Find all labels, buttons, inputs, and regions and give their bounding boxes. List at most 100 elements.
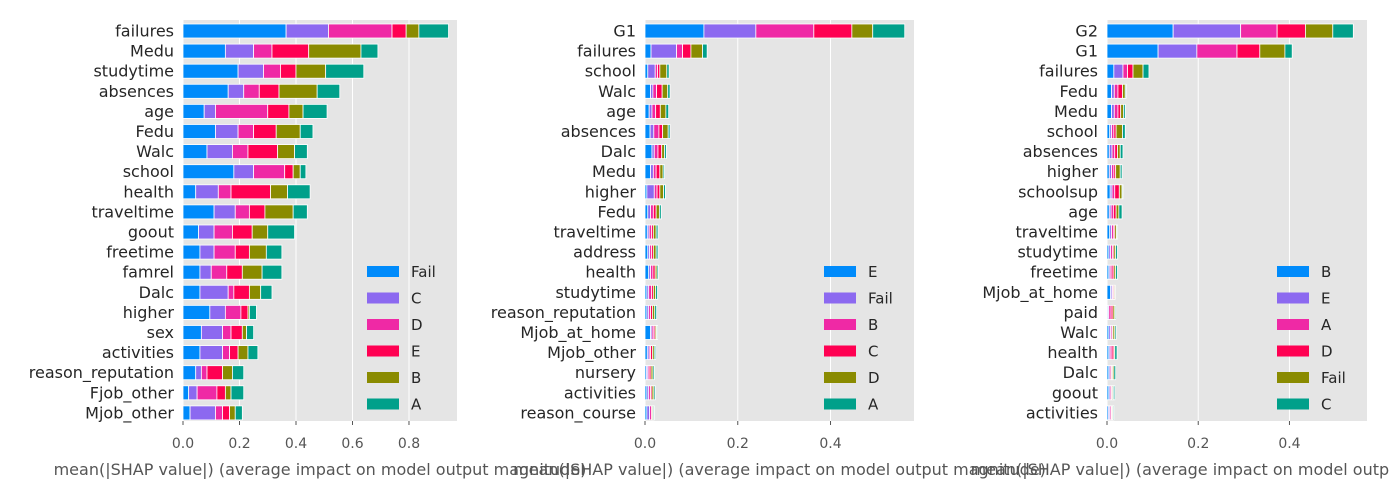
bar-failures-D	[690, 43, 703, 59]
bar-age-B	[651, 104, 657, 119]
bar-Walc-C	[656, 83, 663, 99]
bar-traveltime-D	[652, 224, 657, 240]
bar-Mjob_at_home-A	[656, 325, 658, 340]
bar-health-E	[230, 184, 271, 200]
bar-failures-E	[391, 23, 407, 39]
bar-famrel-B	[241, 264, 263, 280]
bar-Walc-A	[667, 83, 671, 99]
category-label: failures	[577, 42, 636, 61]
bar-Fedu-B	[650, 204, 654, 220]
bar-G2-D	[1276, 23, 1306, 39]
shap-panel-2: G1failuresschoolWalcageabsencesDalcMeduh…	[491, 20, 1046, 479]
bar-failures-Fail	[1132, 63, 1144, 79]
category-label: health	[585, 263, 636, 282]
bar-age-A	[665, 104, 670, 119]
category-label: reason_reputation	[491, 303, 636, 323]
category-label: absences	[1023, 142, 1098, 161]
bar-freetime-A	[265, 244, 283, 260]
bar-Fedu-Fail	[182, 124, 216, 139]
bar-Medu-D	[659, 164, 664, 180]
x-axis-label: mean(|SHAP value|) (average impact on mo…	[54, 460, 587, 479]
category-label: Mjob_at_home	[982, 283, 1098, 303]
category-label: reason_reputation	[29, 363, 174, 383]
category-label: address	[573, 243, 636, 262]
legend-label: E	[411, 343, 420, 361]
bar-Fedu-D	[237, 124, 255, 139]
bar-G1-C	[1284, 43, 1293, 59]
bar-higher-A	[248, 304, 257, 320]
bar-Walc-C	[1114, 325, 1117, 340]
x-tick-label: 0.4	[285, 436, 307, 452]
bar-school-E	[644, 63, 649, 79]
bar-goout-B	[251, 224, 269, 240]
bar-Fedu-C	[215, 124, 239, 139]
category-label: age	[606, 102, 636, 121]
category-label: studytime	[555, 283, 636, 302]
bar-absences-D	[1114, 144, 1118, 160]
bar-G1-E	[644, 23, 705, 39]
bar-activities-A	[247, 345, 259, 361]
bar-age-D	[659, 104, 667, 119]
bar-G1-A	[872, 23, 906, 39]
bar-age-E	[644, 104, 650, 119]
category-label: famrel	[122, 263, 174, 282]
bar-higher-A	[663, 184, 666, 200]
bar-absences-D	[243, 83, 260, 99]
bar-Medu-A	[662, 164, 665, 180]
bar-reason_reputation-A	[232, 365, 245, 381]
bar-G1-D	[851, 23, 874, 39]
x-tick-label: 0.0	[172, 436, 194, 452]
bar-studytime-E	[280, 63, 297, 79]
bar-Mjob_other-C	[189, 405, 216, 421]
bar-Fedu-E	[644, 204, 649, 220]
bar-Dalc-A	[260, 284, 273, 300]
bar-Fedu-Fail	[1122, 83, 1126, 99]
bar-higher-Fail	[1115, 164, 1121, 180]
bar-sex-A	[246, 325, 255, 340]
category-label: nursery	[575, 363, 636, 382]
bar-absences-C	[227, 83, 245, 99]
category-label: studytime	[93, 62, 174, 81]
bar-school-B	[1106, 124, 1111, 139]
legend-label: A	[1321, 316, 1332, 334]
bar-sex-Fail	[182, 325, 202, 340]
bar-schoolsup-Fail	[1118, 184, 1123, 200]
category-label: G1	[1075, 42, 1098, 61]
category-label: Medu	[592, 162, 636, 181]
bar-age-Fail	[182, 104, 205, 119]
bar-activities-D	[222, 345, 231, 361]
bar-sex-D	[222, 325, 232, 340]
legend-swatch	[1277, 345, 1309, 357]
bar-Dalc-A	[664, 144, 667, 160]
bar-Fedu-E	[1111, 83, 1115, 99]
bar-activities-A	[653, 385, 656, 401]
category-label: Walc	[598, 82, 636, 101]
bar-G1-B	[755, 23, 815, 39]
bar-age-D	[1112, 204, 1117, 220]
x-tick-label: 0.2	[727, 436, 749, 452]
category-label: failures	[115, 22, 174, 41]
bar-higher-E	[240, 304, 249, 320]
bar-absences-Fail	[649, 124, 655, 139]
bar-G2-Fail	[1305, 23, 1334, 39]
bar-studytime-C	[1115, 244, 1118, 260]
bar-failures-C	[285, 23, 329, 39]
bar-failures-C	[682, 43, 692, 59]
x-axis-label: mean(|SHAP value|) (average impact on mo…	[971, 460, 1390, 479]
category-label: goout	[128, 223, 174, 242]
bar-Fedu-C	[652, 204, 657, 220]
legend-swatch	[367, 398, 399, 410]
bar-Dalc-Fail	[182, 284, 201, 300]
bar-Fjob_other-E	[216, 385, 226, 401]
bar-reason_reputation-C	[195, 365, 202, 381]
category-label: activities	[1026, 403, 1098, 422]
category-label: schoolsup	[1018, 182, 1098, 201]
bar-traveltime-E	[248, 204, 266, 220]
bar-school-D	[253, 164, 286, 180]
bar-Medu-A	[1113, 104, 1119, 119]
bar-Fedu-B	[275, 124, 301, 139]
bar-failures-A	[418, 23, 449, 39]
legend-label: C	[868, 343, 878, 361]
bar-Dalc-C	[657, 144, 663, 160]
bar-G1-Fail	[703, 23, 757, 39]
